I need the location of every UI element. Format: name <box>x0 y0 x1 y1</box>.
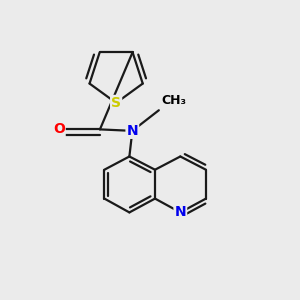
Text: N: N <box>175 206 186 219</box>
Text: O: O <box>53 122 65 136</box>
Text: CH₃: CH₃ <box>162 94 187 107</box>
Text: N: N <box>127 124 138 138</box>
Text: S: S <box>111 96 121 110</box>
